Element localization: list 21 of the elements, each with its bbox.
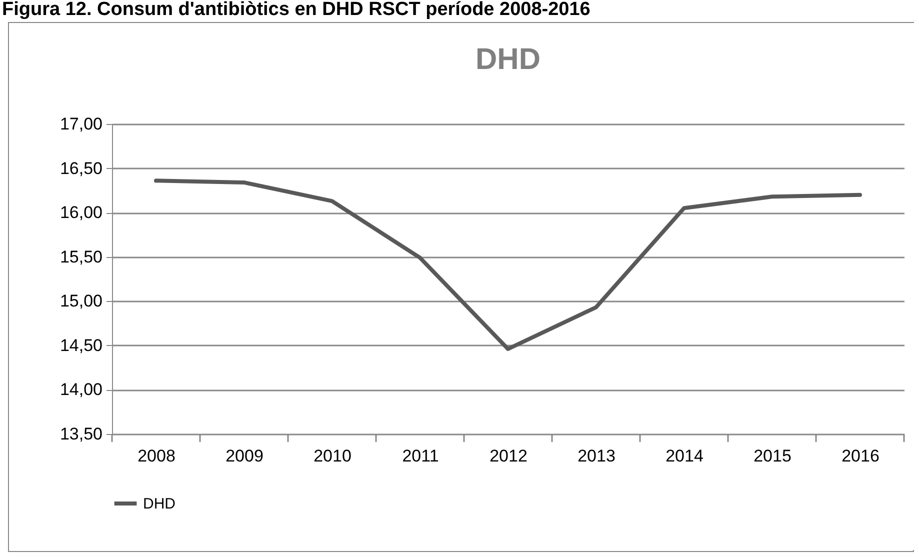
legend-label: DHD	[143, 496, 176, 512]
y-tick-label: 14,50	[60, 336, 102, 355]
x-tick-label: 2014	[666, 446, 704, 466]
y-tick-label: 17,00	[60, 114, 102, 134]
x-tick-label: 2012	[490, 446, 528, 466]
text: Figura 12. Consum d'antibiòtics en DHD RSCT període 2008-2016	[1, 0, 592, 20]
x-tick-label: 2013	[578, 446, 616, 466]
y-tick-label: 14,00	[60, 380, 102, 400]
x-tick-label: 2008	[138, 446, 176, 466]
x-tick-label: 2010	[314, 446, 352, 466]
y-tick-label: 15,50	[60, 247, 102, 266]
x-tick-label: 2016	[842, 446, 880, 466]
y-tick-label: 15,00	[60, 292, 102, 311]
chart-title: DHD	[476, 43, 540, 76]
line-series	[154, 178, 862, 351]
x-tick-label: 2015	[754, 446, 792, 466]
y-tick-label: 13,50	[60, 424, 102, 444]
y-tick-label: 16,00	[60, 203, 102, 222]
x-tick-label: 2009	[226, 446, 264, 466]
y-tick-label: 16,50	[60, 158, 102, 178]
x-tick-label: 2011	[402, 446, 439, 466]
